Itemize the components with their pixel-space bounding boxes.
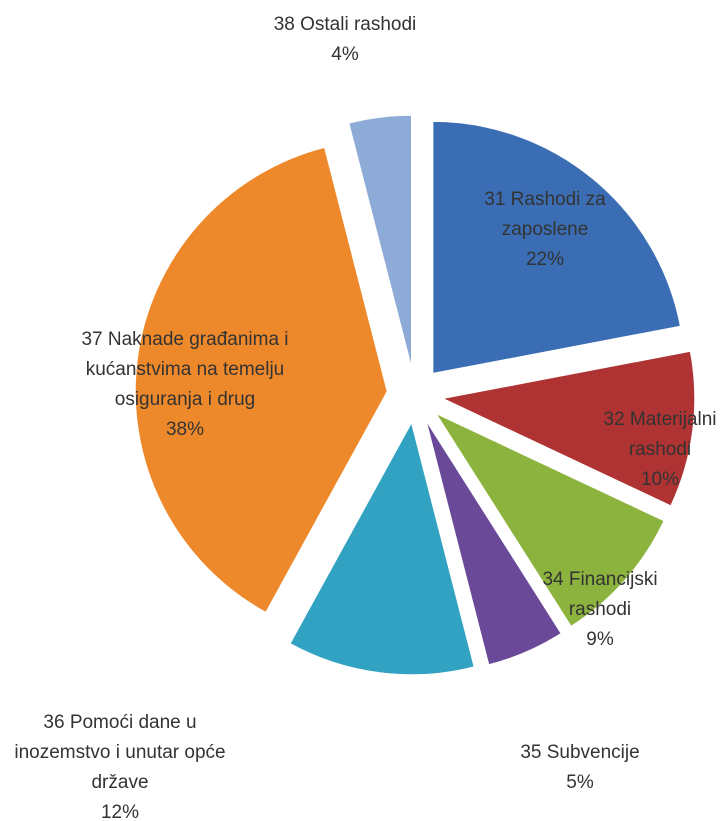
slice-category: 34 Financijski rashodi — [542, 569, 658, 620]
slice-value: 5% — [566, 772, 594, 793]
slice-value: 22% — [525, 249, 565, 270]
slice-category: 36 Pomoći dane u inozemstvo i unutar opć… — [14, 712, 226, 793]
pie-slice — [441, 350, 696, 507]
slice-category: 32 Materijalni rashodi — [603, 409, 717, 460]
slice-value: 10% — [640, 469, 680, 490]
slice-label: 35 Subvencije 5% — [480, 693, 680, 821]
slice-category: 31 Rashodi za zaposlene — [484, 189, 606, 240]
slice-label-text: 38 Ostali rashodi 4% — [235, 0, 455, 115]
pie-slice — [432, 120, 681, 375]
slice-label-text: 31 Rashodi za zaposlene 22% — [465, 155, 625, 305]
slice-label: 36 Pomoći dane u inozemstvo i unutar opć… — [5, 693, 235, 821]
slice-label-text: 37 Naknade građanima i kućanstvima na te… — [65, 310, 305, 460]
slice-value: 38% — [165, 419, 205, 440]
pie-slice — [289, 421, 475, 676]
slice-label: 38 Ostali rashodi 4% — [235, 0, 455, 115]
slice-label-text: 32 Materijalni rashodi 10% — [580, 375, 722, 525]
slice-category: 35 Subvencije — [520, 742, 640, 763]
slice-label: 31 Rashodi za zaposlene 22% — [465, 155, 625, 305]
pie-slice — [134, 146, 388, 613]
slice-label-text: 36 Pomoći dane u inozemstvo i unutar opć… — [5, 693, 235, 821]
slice-value: 9% — [586, 629, 614, 650]
slice-value: 12% — [100, 802, 140, 821]
slice-category: 38 Ostali rashodi — [273, 14, 417, 35]
slice-label: 34 Financijski rashodi 9% — [520, 535, 680, 685]
pie-slice — [348, 114, 412, 368]
slice-label: 37 Naknade građanima i kućanstvima na te… — [65, 310, 305, 460]
slice-label-text: 34 Financijski rashodi 9% — [520, 535, 680, 685]
pie-slice — [425, 420, 562, 666]
slice-category: 37 Naknade građanima i kućanstvima na te… — [81, 329, 289, 410]
pie-slice — [434, 412, 665, 627]
slice-label-text: 35 Subvencije 5% — [480, 693, 680, 821]
slice-label: 32 Materijalni rashodi 10% — [580, 375, 722, 525]
slice-value: 4% — [331, 44, 359, 65]
